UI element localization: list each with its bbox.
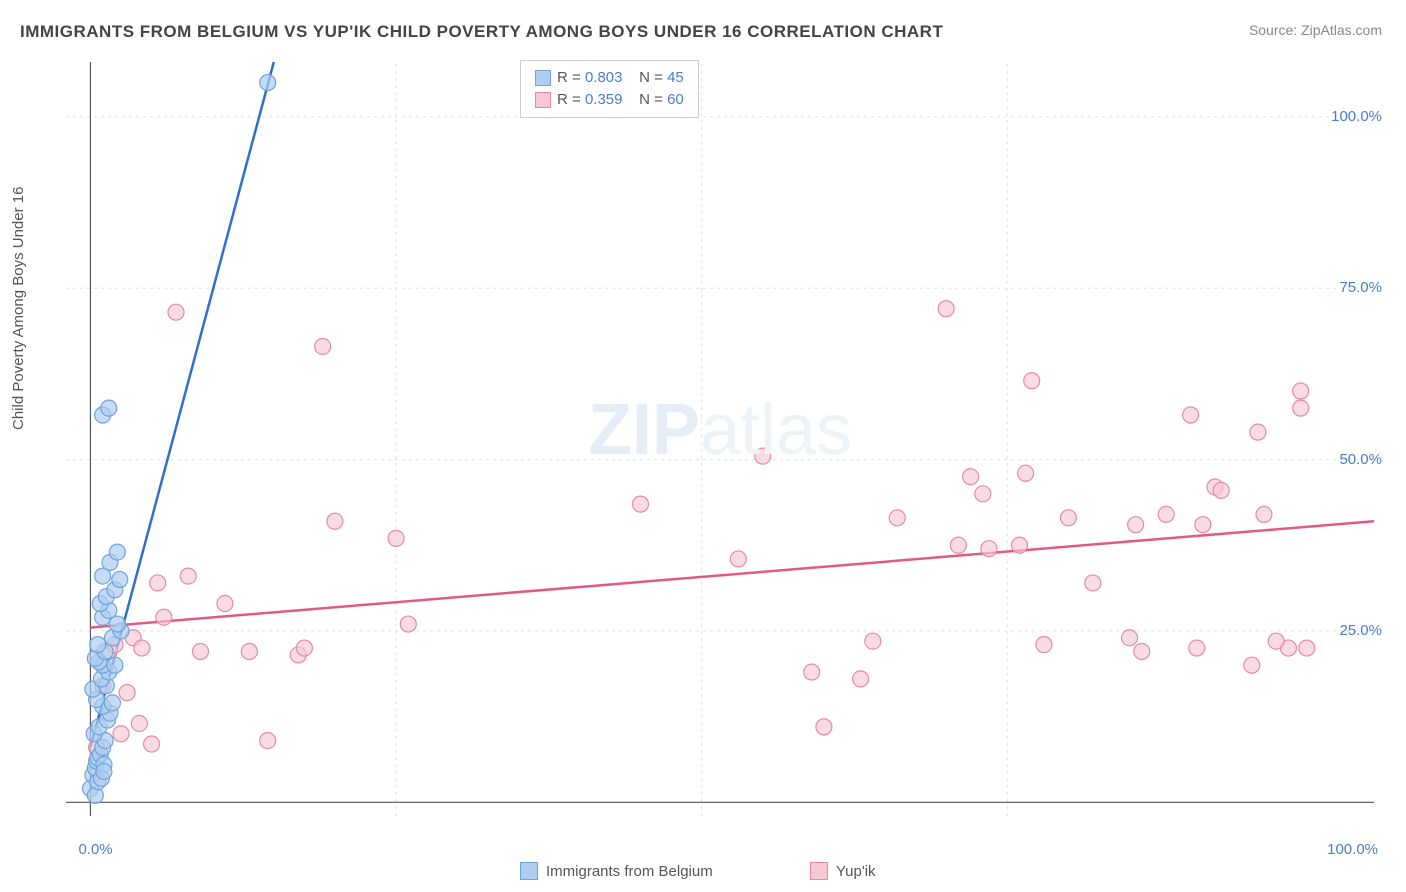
chart-container: IMMIGRANTS FROM BELGIUM VS YUP'IK CHILD … [0,0,1406,892]
swatch-a-icon [520,862,538,880]
x-tick-label: 100.0% [1327,841,1378,858]
scatter-chart-svg [60,56,1380,836]
x-tick-label: 0.0% [78,841,112,858]
bottom-legend-b-label: Yup'ik [836,863,876,880]
bottom-legend-a-label: Immigrants from Belgium [546,863,713,880]
legend-a-text: R = 0.803 N = 45 [557,67,684,89]
bottom-legend-a: Immigrants from Belgium [520,862,713,880]
swatch-b-icon [810,862,828,880]
y-tick-label: 100.0% [1331,108,1382,125]
y-tick-label: 50.0% [1339,451,1382,468]
y-axis-label: Child Poverty Among Boys Under 16 [10,187,27,430]
swatch-a-icon [535,70,551,86]
bottom-legend-b: Yup'ik [810,862,876,880]
y-tick-label: 75.0% [1339,279,1382,296]
correlation-legend: R = 0.803 N = 45 R = 0.359 N = 60 [520,60,699,118]
y-tick-label: 25.0% [1339,622,1382,639]
legend-b-text: R = 0.359 N = 60 [557,89,684,111]
source-label: Source: ZipAtlas.com [1249,22,1382,38]
chart-title: IMMIGRANTS FROM BELGIUM VS YUP'IK CHILD … [20,22,943,42]
swatch-b-icon [535,92,551,108]
legend-row-a: R = 0.803 N = 45 [535,67,684,89]
plot-area: ZIPatlas R = 0.803 N = 45 R = 0.359 N = … [60,56,1380,836]
legend-row-b: R = 0.359 N = 60 [535,89,684,111]
